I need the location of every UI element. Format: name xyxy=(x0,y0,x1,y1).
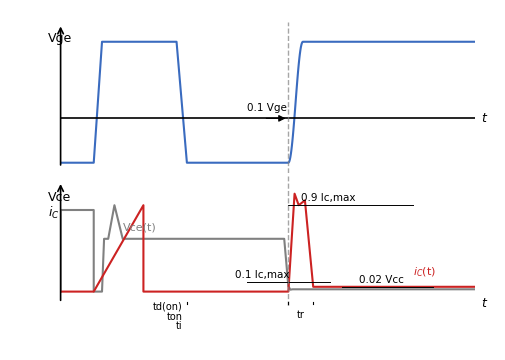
Text: $i_C$: $i_C$ xyxy=(48,205,60,221)
Text: ti: ti xyxy=(176,321,183,331)
Text: t: t xyxy=(481,112,486,125)
Text: td(on): td(on) xyxy=(153,302,183,312)
Text: 0.9 Ic,max: 0.9 Ic,max xyxy=(301,193,356,203)
Text: Vge: Vge xyxy=(48,32,72,45)
Text: Vce: Vce xyxy=(48,191,71,204)
Text: t: t xyxy=(481,297,486,310)
Text: tr: tr xyxy=(297,310,305,320)
Text: 0.1 Vge: 0.1 Vge xyxy=(247,103,287,113)
Text: 0.1 Ic,max: 0.1 Ic,max xyxy=(234,270,289,280)
Text: Vce(t): Vce(t) xyxy=(123,222,157,232)
Text: 0.02 Vcc: 0.02 Vcc xyxy=(359,275,403,285)
Text: $i_C$(t): $i_C$(t) xyxy=(413,266,435,279)
Text: ton: ton xyxy=(167,311,183,321)
